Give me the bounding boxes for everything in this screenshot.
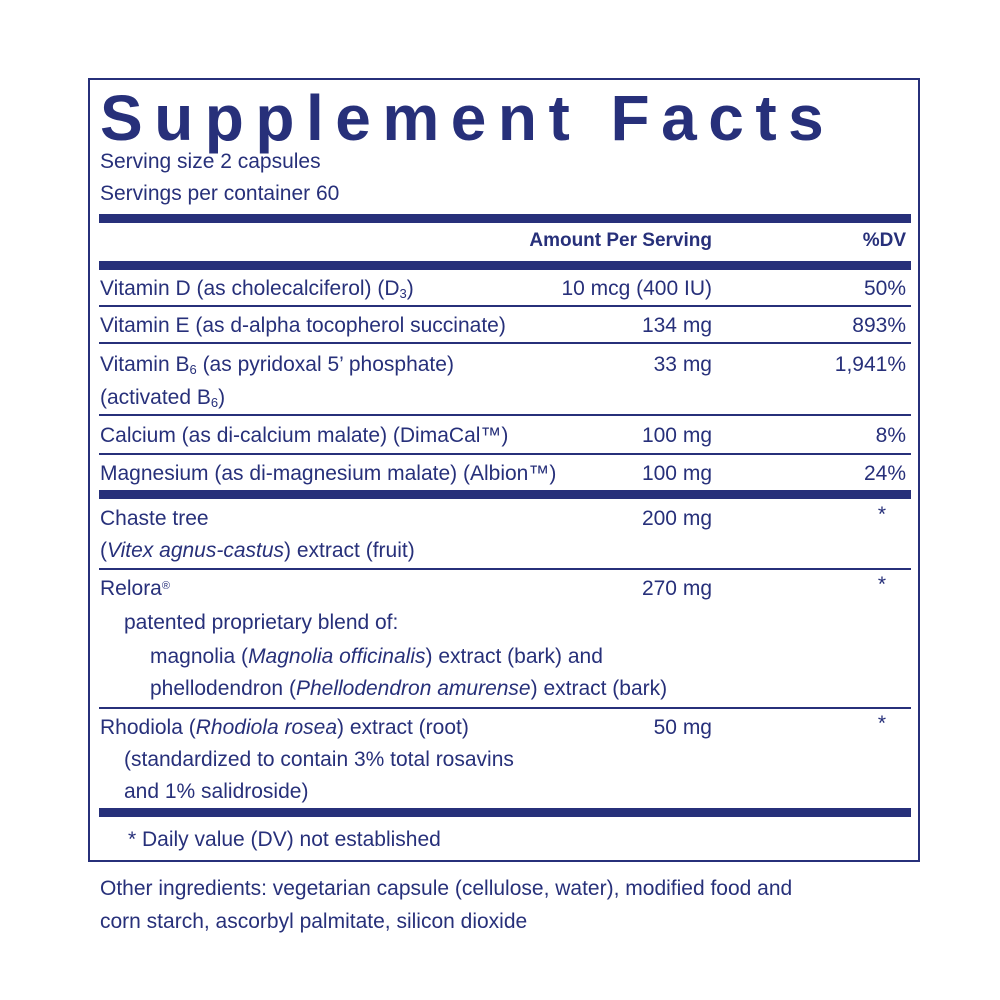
nutrient-dv: 50% [863,277,906,300]
divider-thin [99,707,911,709]
ingredient-name: Relora® [100,577,170,600]
ingredient-dv: * [877,712,886,735]
ingredient-note: (standardized to contain 3% total rosavi… [124,748,514,771]
nutrient-dv: 8% [875,424,906,447]
ingredient-note: and 1% salidroside) [124,780,309,803]
nutrient-amount: 33 mg [653,353,712,376]
header-amount: Amount Per Serving [529,230,712,251]
nutrient-amount: 10 mcg (400 IU) [561,277,712,300]
nutrient-dv: 1,941% [834,353,906,376]
ingredient-amount: 50 mg [653,716,712,739]
ingredient-dv: * [877,573,886,596]
footnote: * Daily value (DV) not established [128,828,441,851]
ingredient-component: magnolia (Magnolia officinalis) extract … [150,645,603,668]
nutrient-amount: 100 mg [641,462,712,485]
divider-thin [99,342,911,344]
serving-size: Serving size 2 capsules [100,150,321,173]
ingredient-source: (Vitex agnus-castus) extract (fruit) [100,539,415,562]
nutrient-name: Calcium (as di-calcium malate) (DimaCal™… [100,424,509,447]
ingredient-name: Rhodiola (Rhodiola rosea) extract (root) [100,716,469,739]
panel-title: Supplement Facts [100,82,836,154]
supplement-facts-panel [88,78,920,862]
divider-thick [99,261,911,270]
other-ingredients-line: corn starch, ascorbyl palmitate, silicon… [100,910,528,933]
divider-thin [99,568,911,570]
nutrient-amount: 134 mg [641,314,712,337]
nutrient-dv: 893% [852,314,906,337]
divider-thin [99,453,911,455]
ingredient-note: patented proprietary blend of: [124,611,399,634]
nutrient-name: Magnesium (as di-magnesium malate) (Albi… [100,462,557,485]
nutrient-amount: 100 mg [641,424,712,447]
other-ingredients-line: Other ingredients: vegetarian capsule (c… [100,877,793,900]
divider-thick [99,808,911,817]
nutrient-note: (activated B6) [100,386,226,410]
divider-thin [99,305,911,307]
ingredient-component: phellodendron (Phellodendron amurense) e… [150,677,668,700]
header-dv: %DV [862,230,906,251]
divider-thick [99,490,911,499]
ingredient-amount: 200 mg [641,507,712,530]
nutrient-name: Vitamin B6 (as pyridoxal 5’ phosphate) [100,353,454,377]
nutrient-dv: 24% [863,462,906,485]
nutrient-name: Vitamin D (as cholecalciferol) (D3) [100,277,414,301]
ingredient-dv: * [877,503,886,526]
nutrient-name: Vitamin E (as d-alpha tocopherol succina… [100,314,506,337]
divider-thick [99,214,911,223]
servings-per-container: Servings per container 60 [100,182,340,205]
ingredient-name: Chaste tree [100,507,209,530]
ingredient-amount: 270 mg [641,577,712,600]
divider-thin [99,414,911,416]
